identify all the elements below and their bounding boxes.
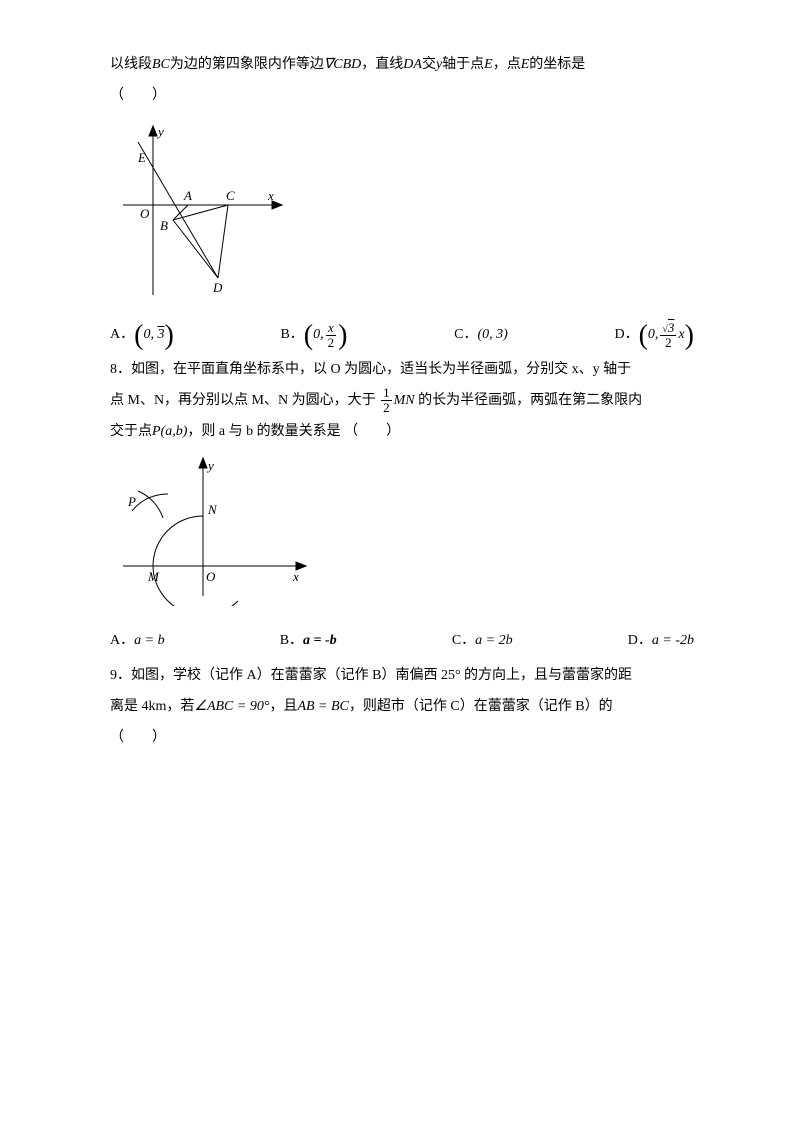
label: A．: [110, 320, 134, 351]
label: D．: [628, 626, 652, 657]
q8-options: A．a = b B．a = -b C．a = 2b D．a = -2b: [110, 626, 694, 657]
q7-line1: 以线段BC为边的第四象限内作等边∇CBD，直线DA交y轴于点E，点E的坐标是: [110, 50, 694, 81]
val: a = -b: [303, 626, 337, 657]
q8-option-d: D．a = -2b: [628, 626, 694, 657]
den: 2: [381, 401, 392, 415]
label-O: O: [206, 569, 216, 584]
q8-line2: 点 M、N，再分别以点 M、N 为圆心，大于 12MN 的长为半径画弧，两弧在第…: [110, 386, 694, 417]
den: 2: [326, 336, 337, 350]
t: 的长为半径画弧，两弧在第二象限内: [418, 393, 642, 408]
num: 1: [381, 386, 392, 401]
t: 0,: [313, 320, 324, 351]
cbd: ∇CBD: [324, 57, 361, 72]
t: 交: [422, 57, 436, 72]
bc: BC: [152, 57, 170, 72]
label-D: D: [212, 280, 223, 295]
q7-options: A． (0, 3) B． (0, x2 ) C． (0, 3) D． (0, √…: [110, 320, 694, 351]
q7-line2: （ ）: [110, 81, 694, 112]
label-C: C: [226, 188, 235, 203]
da: DA: [403, 57, 422, 72]
label: C．: [452, 626, 475, 657]
t: 为边的第四象限内作等边: [170, 57, 324, 72]
t: ，直线: [361, 57, 403, 72]
e: E: [521, 57, 530, 72]
t: 点 M、N，再分别以点 M、N 为圆心，大于: [110, 393, 376, 408]
label: B．: [280, 320, 303, 351]
pab: P(a,b): [152, 424, 187, 439]
label-E: E: [137, 150, 146, 165]
label: B．: [280, 626, 303, 657]
label-y: y: [156, 124, 164, 139]
q8-line1: 8．如图，在平面直角坐标系中，以 O 为圆心，适当长为半径画弧，分别交 x、y …: [110, 355, 694, 386]
den: 2: [663, 336, 674, 350]
label-O: O: [140, 206, 150, 221]
q7-option-b: B． (0, x2 ): [280, 320, 347, 351]
val: a = -2b: [652, 626, 694, 657]
q8-option-b: B．a = -b: [280, 626, 337, 657]
q8-svg: y x O M N P: [118, 456, 308, 606]
label: C．: [454, 320, 477, 351]
q8-line3: 交于点P(a,b)，则 a 与 b 的数量关系是 （ ）: [110, 417, 694, 448]
q7-figure: y x O E A C B D: [118, 120, 694, 313]
label-N: N: [207, 502, 218, 517]
q7-option-d: D． (0, √32 x): [614, 320, 694, 351]
label-P: P: [127, 494, 136, 509]
val: (0, 3): [477, 320, 507, 351]
t: 0,: [648, 320, 659, 351]
angle: ∠ABC = 90°: [194, 699, 269, 714]
t: 轴于点: [442, 57, 484, 72]
label-x: x: [267, 188, 274, 203]
num: x: [326, 321, 336, 336]
q8-option-a: A．a = b: [110, 626, 165, 657]
val: a = 2b: [475, 626, 512, 657]
label-M: M: [147, 569, 160, 584]
t: ，且: [269, 699, 297, 714]
mn: MN: [394, 393, 415, 408]
t: 离是 4km，若: [110, 699, 194, 714]
q7-option-c: C． (0, 3): [454, 320, 508, 351]
q9-line2: 离是 4km，若∠ABC = 90°，且AB = BC，则超市（记作 C）在蕾蕾…: [110, 692, 694, 723]
e: E: [484, 57, 493, 72]
abbc: AB = BC: [297, 699, 348, 714]
t: ，则超市（记作 C）在蕾蕾家（记作 B）的: [349, 699, 613, 714]
label: D．: [614, 320, 638, 351]
label-A: A: [183, 188, 192, 203]
t: 交于点: [110, 424, 152, 439]
q7-svg: y x O E A C B D: [118, 120, 288, 300]
q9-line3: （ ）: [110, 723, 694, 754]
q8-figure: y x O M N P: [118, 456, 694, 619]
t: ，点: [493, 57, 521, 72]
t: 以线段: [110, 57, 152, 72]
t: ，则 a 与 b 的数量关系是 （ ）: [187, 424, 400, 439]
val: a = b: [134, 626, 164, 657]
t: 的坐标是: [529, 57, 585, 72]
label-y: y: [206, 458, 214, 473]
q7-option-a: A． (0, 3): [110, 320, 174, 351]
page: 以线段BC为边的第四象限内作等边∇CBD，直线DA交y轴于点E，点E的坐标是 （…: [0, 0, 794, 804]
q9-line1: 9．如图，学校（记作 A）在蕾蕾家（记作 B）南偏西 25° 的方向上，且与蕾蕾…: [110, 661, 694, 692]
label: A．: [110, 626, 134, 657]
label-x: x: [292, 569, 299, 584]
q8-option-c: C．a = 2b: [452, 626, 513, 657]
label-B: B: [160, 218, 168, 233]
